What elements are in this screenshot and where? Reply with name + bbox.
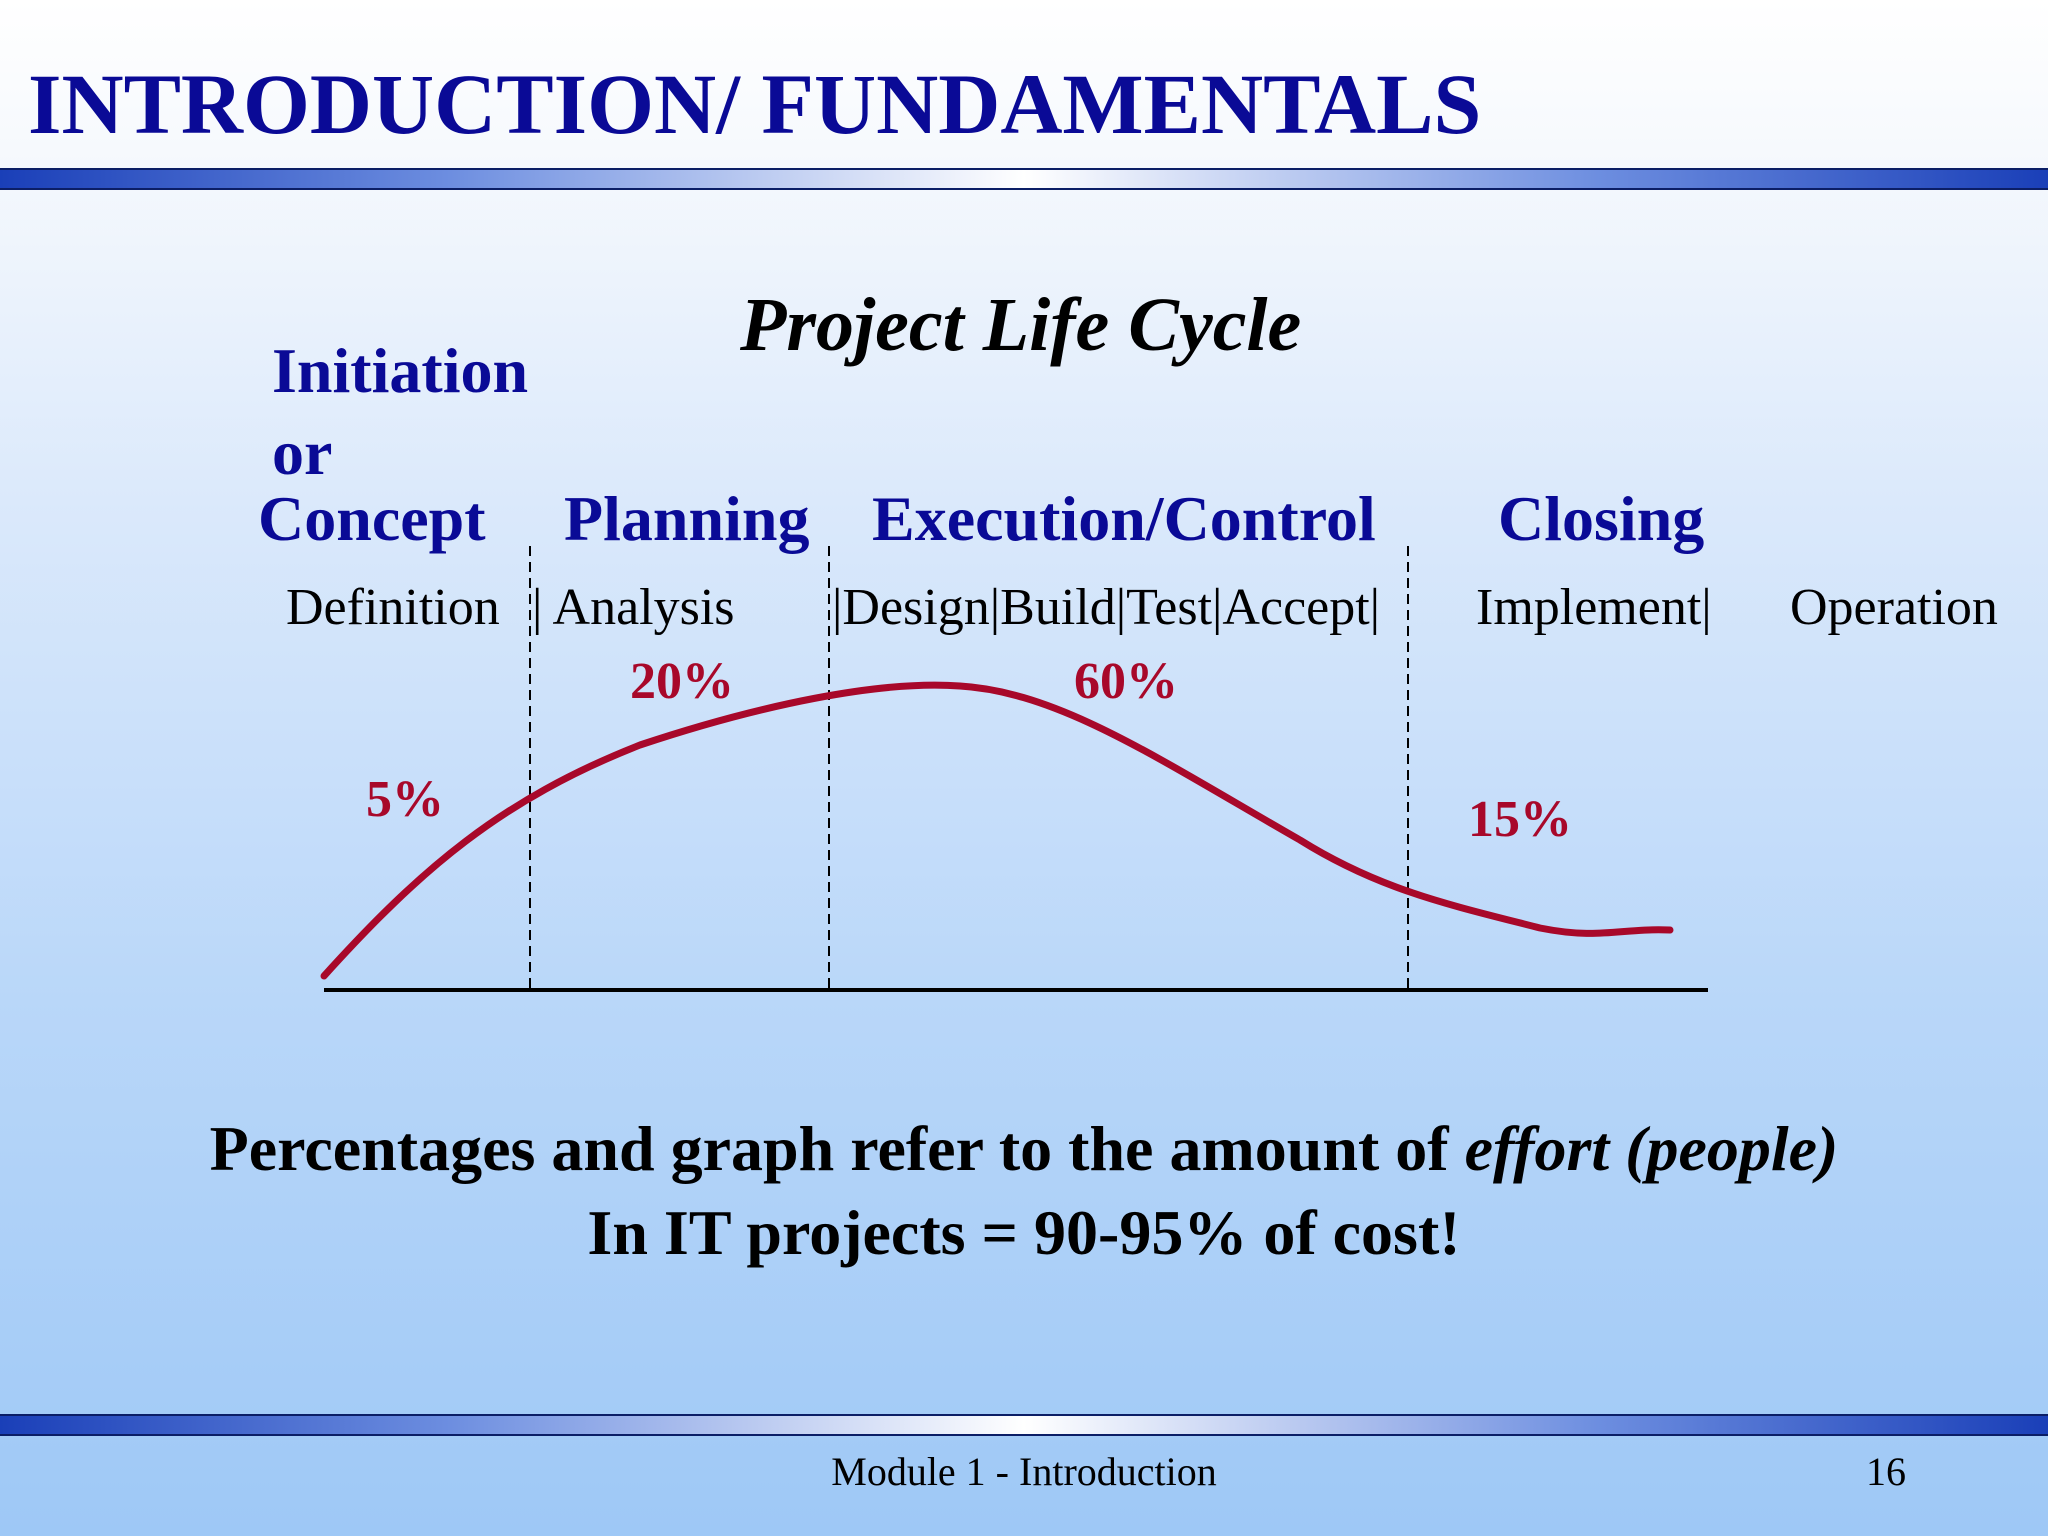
effort-note-line2: In IT projects = 90-95% of cost!	[587, 1197, 1461, 1268]
phase-concept-label: Concept	[258, 483, 486, 554]
diagram-title: Project Life Cycle	[740, 283, 1302, 367]
phase-or-label: or	[272, 417, 333, 488]
percent-execution: 60%	[1074, 653, 1178, 710]
percent-closing: 15%	[1468, 791, 1572, 848]
phase-initiation-label: Initiation	[272, 335, 529, 406]
phase-closing-label: Closing	[1498, 483, 1705, 554]
phase-planning-label: Planning	[564, 483, 810, 554]
slide-title: INTRODUCTION/ FUNDAMENTALS	[28, 56, 1482, 152]
effort-curve	[320, 681, 1674, 980]
subphase-analysis: | Analysis	[532, 579, 735, 636]
subphase-implement: Implement|	[1476, 579, 1712, 636]
phase-execution-label: Execution/Control	[872, 483, 1376, 554]
page-number: 16	[1866, 1449, 1906, 1494]
percent-concept: 5%	[366, 771, 444, 828]
subphase-definition: Definition	[286, 579, 500, 636]
effort-note-emphasis: effort (people)	[1464, 1113, 1839, 1184]
percent-planning: 20%	[630, 653, 734, 710]
title-divider	[0, 168, 2048, 190]
effort-note-line1: Percentages and graph refer to the amoun…	[0, 1112, 2048, 1186]
footer-divider	[0, 1414, 2048, 1436]
subphase-operation: Operation	[1790, 579, 1998, 636]
effort-note-prefix: Percentages and graph refer to the amoun…	[209, 1113, 1465, 1184]
footer-text: Module 1 - Introduction	[831, 1449, 1217, 1494]
subphase-design-build-test-accept: |Design|Build|Test|Accept|	[832, 579, 1381, 636]
